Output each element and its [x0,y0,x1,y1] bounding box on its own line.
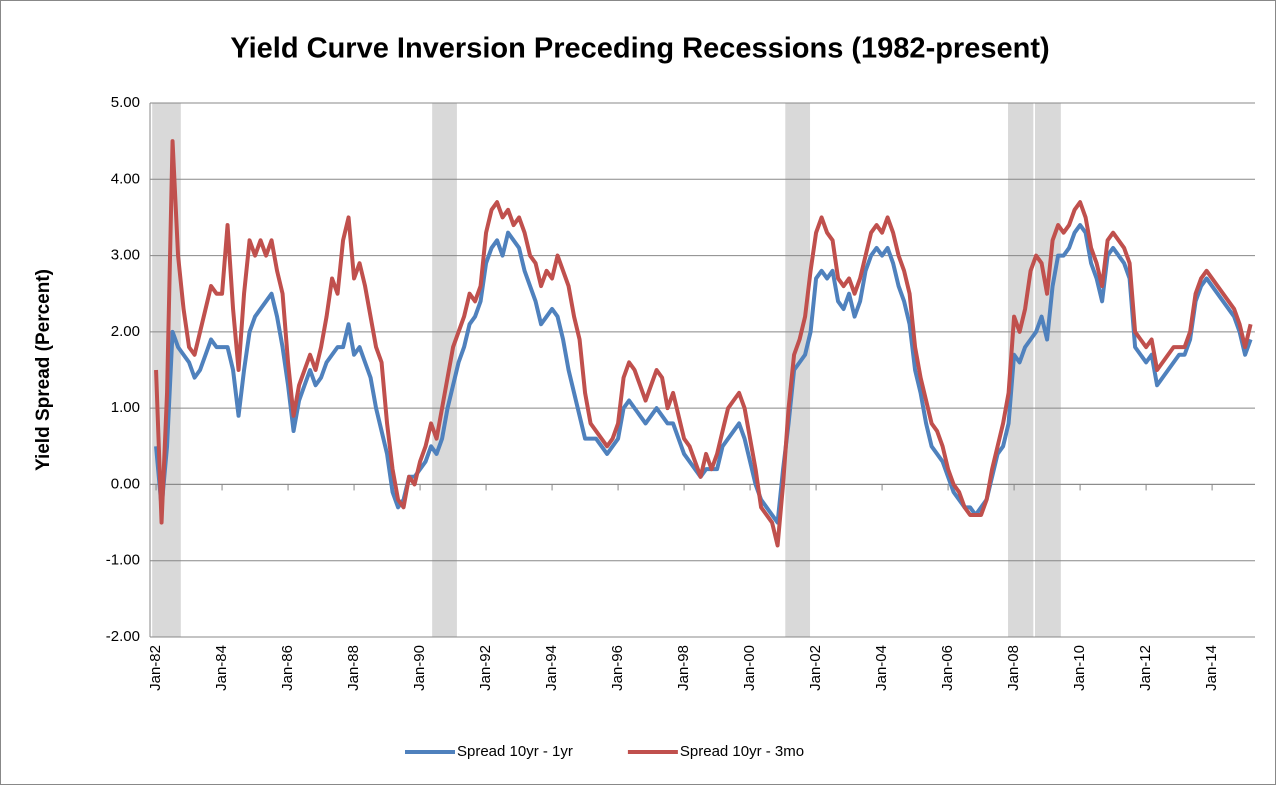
x-tick-label: Jan-14 [1203,645,1220,691]
x-tick-label: Jan-00 [741,645,758,691]
x-tick-label: Jan-10 [1071,645,1088,691]
y-tick-label: 4.00 [111,170,140,187]
recession-band [1034,103,1061,637]
recession-band [785,103,811,637]
y-tick-label: 3.00 [111,247,140,264]
chart-title: Yield Curve Inversion Preceding Recessio… [230,33,1049,65]
y-tick-label: 2.00 [111,323,140,340]
y-tick-label: 0.00 [111,475,140,492]
x-tick-label: Jan-82 [147,645,164,691]
x-tick-label: Jan-02 [807,645,824,691]
series-line [154,139,1253,548]
y-tick-label: 1.00 [111,399,140,416]
y-axis-label: Yield Spread (Percent) [33,269,54,471]
legend-label: Spread 10yr - 3mo [680,743,804,760]
x-tick-label: Jan-98 [675,645,692,691]
x-tick-label: Jan-12 [1137,645,1154,691]
x-tick-label: Jan-90 [411,645,428,691]
x-tick-label: Jan-84 [213,645,230,691]
x-tick-label: Jan-94 [543,645,560,691]
x-tick-label: Jan-96 [609,645,626,691]
y-tick-label: 5.00 [111,94,140,111]
x-tick-label: Jan-88 [345,645,362,691]
x-tick-label: Jan-92 [477,645,494,691]
legend-label: Spread 10yr - 1yr [457,743,573,760]
y-tick-label: -1.00 [106,552,140,569]
x-tick-label: Jan-86 [279,645,296,691]
recession-band [432,103,457,637]
x-tick-label: Jan-08 [1005,645,1022,691]
x-tick-label: Jan-04 [873,645,890,691]
x-tick-label: Jan-06 [939,645,956,691]
y-tick-label: -2.00 [106,628,140,645]
